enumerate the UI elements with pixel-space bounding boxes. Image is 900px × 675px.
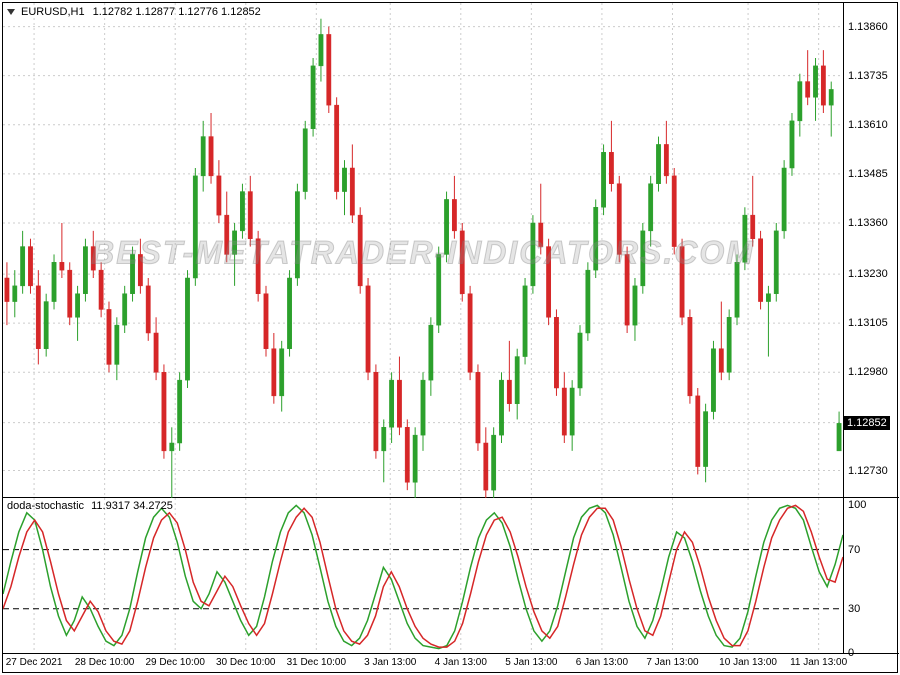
price-y-tick: 1.13230 (848, 268, 888, 280)
indicator-title: doda-stochastic 11.9317 34.2725 (7, 500, 173, 512)
x-tick-label: 3 Jan 13:00 (364, 657, 416, 668)
indicator-y-tick: 30 (848, 603, 860, 615)
price-y-tick: 1.12980 (848, 366, 888, 378)
x-tick-label: 27 Dec 2021 (6, 657, 63, 668)
price-y-tick: 1.13610 (848, 119, 888, 131)
price-y-tick: 1.12730 (848, 465, 888, 477)
ohlc-label: 1.12782 1.12877 1.12776 1.12852 (93, 6, 261, 18)
x-tick-label: 4 Jan 13:00 (435, 657, 487, 668)
price-canvas (3, 3, 843, 498)
price-y-tick: 1.13485 (848, 168, 888, 180)
x-tick-label: 6 Jan 13:00 (576, 657, 628, 668)
indicator-values: 11.9317 34.2725 (91, 500, 173, 512)
x-axis: 27 Dec 2021 28 Dec 10:00 29 Dec 10:00 30 De… (3, 653, 899, 673)
chart-title-bar: EURUSD,H1 1.12782 1.12877 1.12776 1.1285… (3, 3, 261, 21)
x-tick-label: 11 Jan 13:00 (790, 657, 847, 668)
indicator-y-axis: 03070100 (843, 498, 899, 653)
indicator-canvas (3, 498, 843, 653)
chart-container: EURUSD,H1 1.12782 1.12877 1.12776 1.1285… (2, 2, 898, 673)
dropdown-icon[interactable] (7, 9, 15, 15)
price-y-axis: 1.12730 1.12852 1.12980 1.13105 1.13230 1.133… (843, 3, 899, 498)
price-y-tick: 1.13105 (848, 317, 888, 329)
indicator-chart[interactable]: doda-stochastic 11.9317 34.2725 (3, 498, 843, 653)
price-y-tick: 1.13860 (848, 21, 888, 33)
x-tick-label: 5 Jan 13:00 (505, 657, 557, 668)
x-tick-label: 30 Dec 10:00 (216, 657, 276, 668)
current-price-tag: 1.12852 (844, 416, 890, 430)
price-chart[interactable]: BEST-METATRADER-INDICATORS.COM (3, 3, 843, 498)
x-tick-label: 29 Dec 10:00 (145, 657, 205, 668)
x-tick-label: 10 Jan 13:00 (719, 657, 777, 668)
price-y-tick: 1.13360 (848, 217, 888, 229)
price-y-tick: 1.13735 (848, 70, 888, 82)
x-tick-label: 31 Dec 10:00 (287, 657, 347, 668)
x-tick-label: 7 Jan 13:00 (646, 657, 698, 668)
indicator-y-tick: 100 (848, 499, 866, 511)
indicator-y-tick: 70 (848, 544, 860, 556)
symbol-label: EURUSD,H1 (21, 6, 85, 18)
indicator-name: doda-stochastic (7, 500, 84, 512)
x-tick-label: 28 Dec 10:00 (75, 657, 135, 668)
